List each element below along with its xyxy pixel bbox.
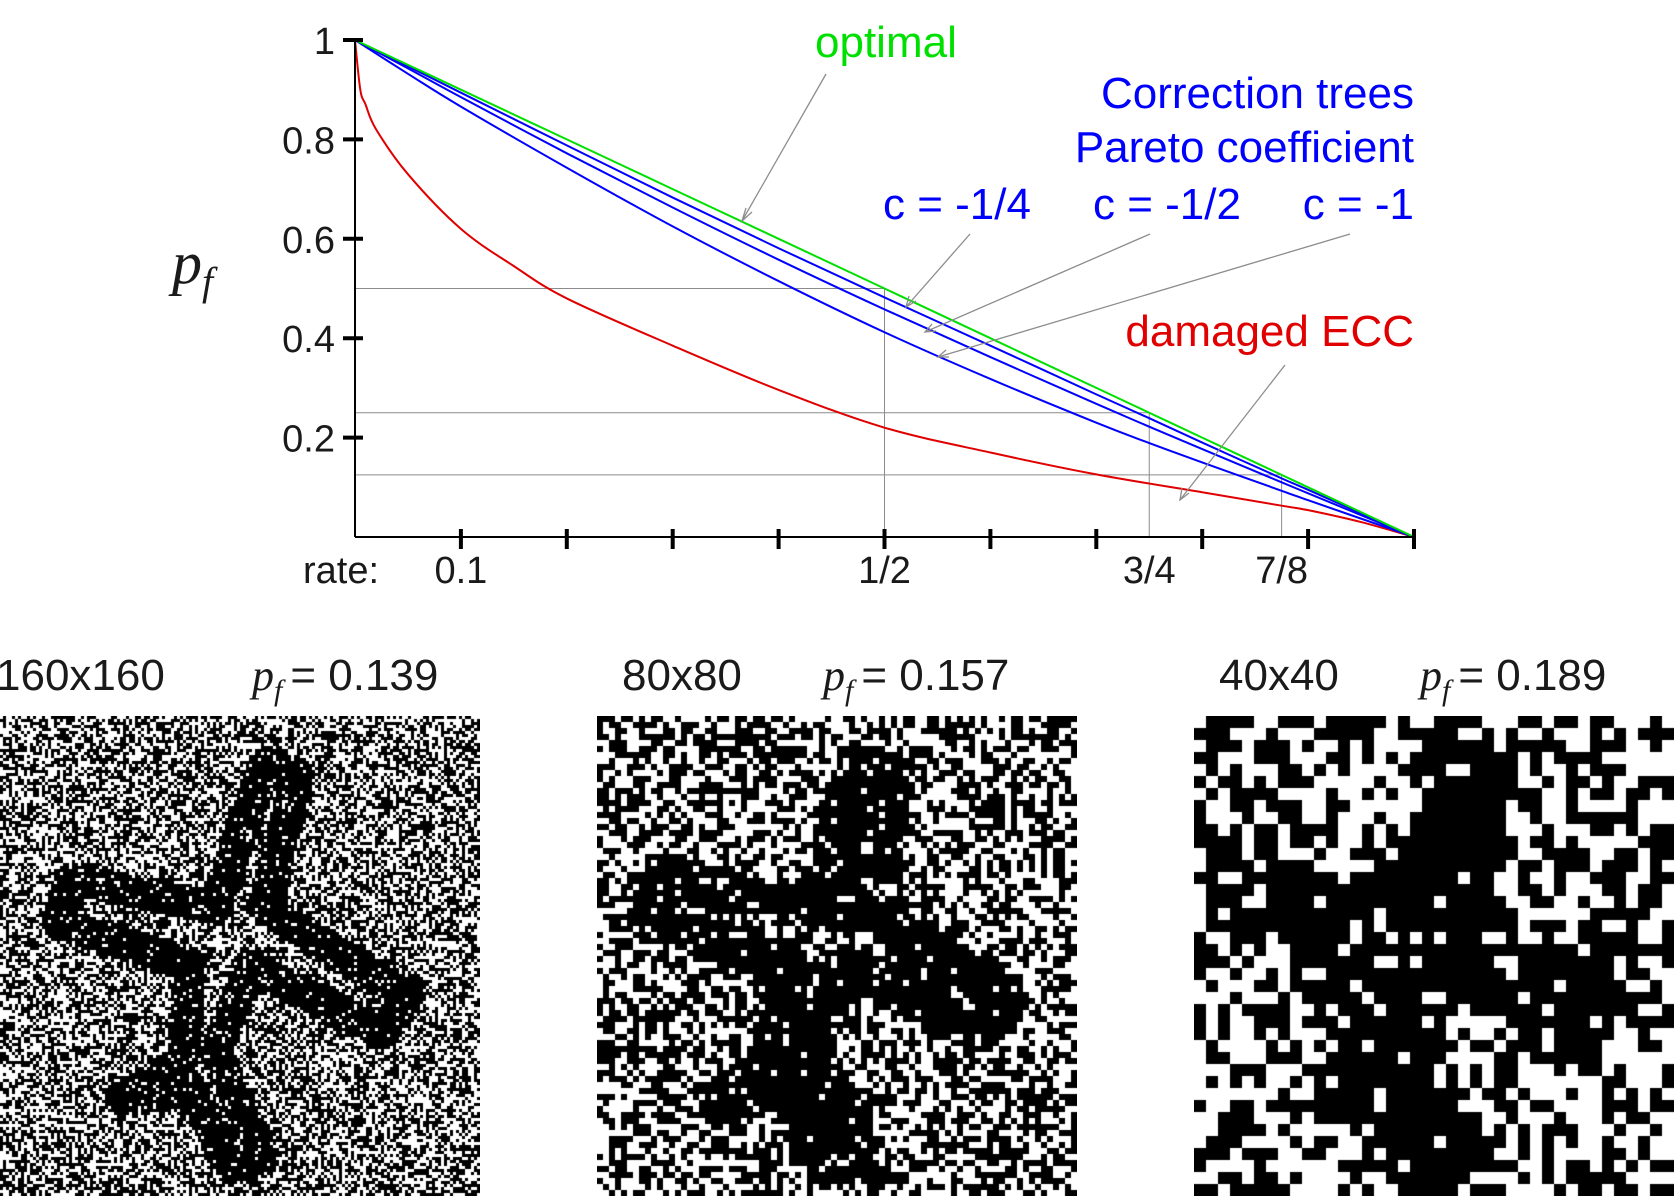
pointer-c-quarter-head: [904, 295, 917, 309]
annotation-c-quarter: c = -1/4: [883, 180, 1031, 229]
x-tick-label-2: 3/4: [1123, 550, 1176, 592]
noisy-image-160: [0, 716, 480, 1196]
series-lines: [354, 39, 1415, 538]
x-tick-label-0: 0.1: [434, 550, 487, 592]
series-line-damaged-ecc: [354, 39, 1415, 538]
pointer-c-half: [924, 233, 1151, 333]
series-line-c-1: [354, 39, 1415, 538]
y-tick-label-4: 0.2: [282, 419, 335, 461]
reference-guide-lines: [355, 288, 1283, 537]
annotation-pointers: [740, 73, 1351, 502]
image-3-pf-label: pf = 0.189: [1417, 651, 1606, 707]
x-tick-label-1: 1/2: [858, 550, 911, 592]
pointer-c-one: [937, 233, 1351, 358]
series-line-c-1-2: [354, 39, 1415, 538]
image-1-size-label: 160x160: [0, 651, 165, 700]
series-line-optimal: [354, 39, 1415, 538]
image-labels: 160x160 pf = 0.139 80x80 pf = 0.157 40x40 …: [0, 651, 1606, 707]
pointer-damaged-ecc: [1179, 364, 1286, 501]
noisy-image-40: [1194, 716, 1674, 1196]
pointer-damaged-ecc-head: [1179, 487, 1190, 502]
annotation-correction-trees: Correction trees: [1101, 69, 1414, 118]
y-tick-label-2: 0.6: [282, 220, 335, 262]
y-tick-label-0: 1: [314, 21, 335, 63]
pointer-c-half-head: [923, 323, 937, 333]
pointer-optimal-head: [740, 207, 753, 224]
annotation-damaged-ecc: damaged ECC: [1125, 307, 1414, 356]
annotation-c-half: c = -1/2: [1093, 180, 1241, 229]
annotation-optimal: optimal: [815, 18, 957, 67]
pf-vs-rate-chart: 1 0.8 0.6 0.4 0.2 0.1 1/2 3/4 7/8 pf rate: opti…: [168, 18, 1416, 592]
annotation-c-one: c = -1: [1303, 180, 1414, 229]
annotation-pareto-coefficient: Pareto coefficient: [1075, 123, 1414, 172]
image-3-size-label: 40x40: [1219, 651, 1339, 700]
x-ticks: 0.1 1/2 3/4 7/8: [434, 529, 1416, 592]
y-ticks: 1 0.8 0.6 0.4 0.2: [282, 21, 363, 461]
image-1-pf-label: pf = 0.139: [249, 651, 438, 707]
x-axis-label: rate:: [303, 550, 379, 592]
pointer-optimal: [741, 73, 827, 222]
y-tick-label-1: 0.8: [282, 120, 335, 162]
pointer-c-one-head: [936, 349, 949, 358]
image-2-pf-label: pf = 0.157: [820, 651, 1009, 707]
noisy-image-80: [597, 716, 1077, 1196]
pointer-c-quarter: [905, 233, 971, 308]
y-axis-label: pf: [168, 230, 218, 304]
image-2-size-label: 80x80: [622, 651, 742, 700]
series-line-c-1-4: [354, 39, 1415, 538]
x-tick-label-3: 7/8: [1255, 550, 1308, 592]
y-tick-label-3: 0.4: [282, 319, 335, 361]
